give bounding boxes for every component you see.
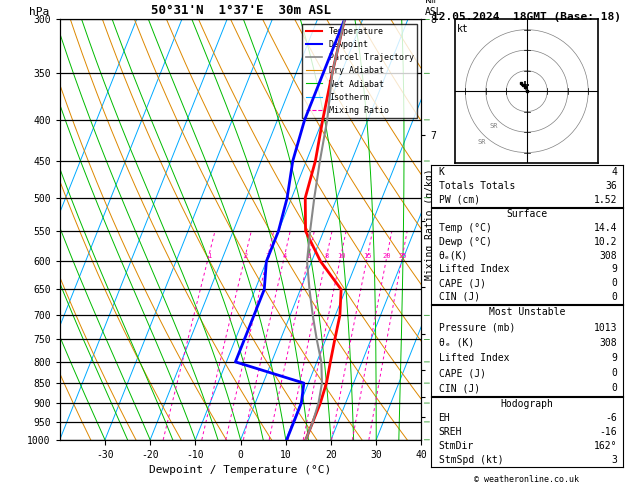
Text: 20: 20 xyxy=(383,253,391,259)
Text: 50°31'N  1°37'E  30m ASL: 50°31'N 1°37'E 30m ASL xyxy=(150,4,331,17)
Text: PW (cm): PW (cm) xyxy=(438,195,480,205)
Text: Hodograph: Hodograph xyxy=(500,399,554,409)
Text: © weatheronline.co.uk: © weatheronline.co.uk xyxy=(474,474,579,484)
Text: Dewp (°C): Dewp (°C) xyxy=(438,237,491,247)
Text: 0: 0 xyxy=(611,368,617,378)
Text: -6: -6 xyxy=(605,413,617,423)
X-axis label: Dewpoint / Temperature (°C): Dewpoint / Temperature (°C) xyxy=(150,465,331,475)
Text: K: K xyxy=(438,167,445,177)
Text: 6: 6 xyxy=(307,253,311,259)
Text: Totals Totals: Totals Totals xyxy=(438,181,515,191)
Text: 0: 0 xyxy=(611,278,617,288)
Text: EH: EH xyxy=(438,413,450,423)
Text: 4: 4 xyxy=(282,253,287,259)
Text: 15: 15 xyxy=(364,253,372,259)
Text: Lifted Index: Lifted Index xyxy=(438,353,509,363)
Text: 1: 1 xyxy=(207,253,211,259)
Text: LCL: LCL xyxy=(512,417,530,427)
Text: SREH: SREH xyxy=(438,427,462,437)
Text: Surface: Surface xyxy=(506,209,547,219)
Text: 10.2: 10.2 xyxy=(593,237,617,247)
Text: 4: 4 xyxy=(611,167,617,177)
Text: 3: 3 xyxy=(266,253,270,259)
Text: 308: 308 xyxy=(599,251,617,260)
Text: StmDir: StmDir xyxy=(438,441,474,451)
Text: 0: 0 xyxy=(611,383,617,394)
Text: 12.05.2024  18GMT (Base: 18): 12.05.2024 18GMT (Base: 18) xyxy=(432,12,621,22)
Text: hPa: hPa xyxy=(29,7,49,17)
Text: 9: 9 xyxy=(611,264,617,275)
Text: SR: SR xyxy=(477,139,486,145)
Text: Pressure (mb): Pressure (mb) xyxy=(438,323,515,332)
Text: 8: 8 xyxy=(325,253,329,259)
Text: -16: -16 xyxy=(599,427,617,437)
Text: Lifted Index: Lifted Index xyxy=(438,264,509,275)
Text: θₑ (K): θₑ (K) xyxy=(438,338,474,348)
Text: km
ASL: km ASL xyxy=(425,0,442,17)
Text: StmSpd (kt): StmSpd (kt) xyxy=(438,454,503,465)
Text: CIN (J): CIN (J) xyxy=(438,292,480,302)
Text: 2: 2 xyxy=(243,253,247,259)
Text: 9: 9 xyxy=(611,353,617,363)
Text: θₑ(K): θₑ(K) xyxy=(438,251,468,260)
Text: kt: kt xyxy=(457,23,469,34)
Text: Temp (°C): Temp (°C) xyxy=(438,223,491,233)
Legend: Temperature, Dewpoint, Parcel Trajectory, Dry Adiabat, Wet Adiabat, Isotherm, Mi: Temperature, Dewpoint, Parcel Trajectory… xyxy=(303,24,417,118)
Text: Mixing Ratio (g/kg): Mixing Ratio (g/kg) xyxy=(425,169,435,280)
Text: 14.4: 14.4 xyxy=(593,223,617,233)
Text: 0: 0 xyxy=(611,292,617,302)
Text: 1.52: 1.52 xyxy=(593,195,617,205)
Text: 10: 10 xyxy=(337,253,345,259)
Text: Most Unstable: Most Unstable xyxy=(489,307,565,317)
Text: 162°: 162° xyxy=(593,441,617,451)
Text: CAPE (J): CAPE (J) xyxy=(438,278,486,288)
Text: 3: 3 xyxy=(611,454,617,465)
Text: 36: 36 xyxy=(605,181,617,191)
Text: 308: 308 xyxy=(599,338,617,348)
Text: 25: 25 xyxy=(398,253,407,259)
Text: 1013: 1013 xyxy=(593,323,617,332)
Text: SR: SR xyxy=(490,123,498,129)
Text: CAPE (J): CAPE (J) xyxy=(438,368,486,378)
Text: CIN (J): CIN (J) xyxy=(438,383,480,394)
